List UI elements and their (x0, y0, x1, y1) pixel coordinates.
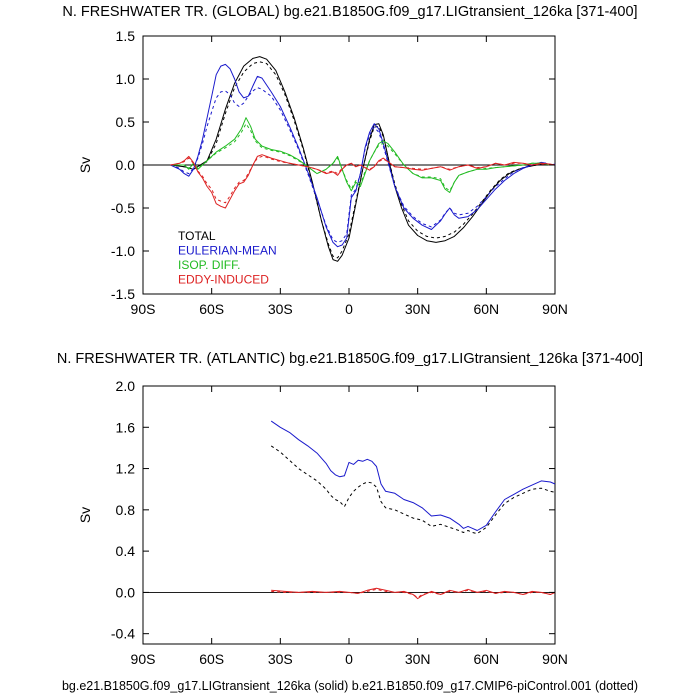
global-series-eulerian-mean-solid (170, 63, 556, 248)
atlantic-series-eulerian-mean-solid (270, 420, 556, 531)
global-y-tick-label: -1.0 (111, 243, 135, 259)
global-y-tick-label: 0.0 (116, 157, 136, 173)
atlantic-y-tick-label: 0.4 (116, 543, 136, 559)
global-chart-title: N. FRESHWATER TR. (GLOBAL) bg.e21.B1850G… (62, 4, 637, 20)
legend-entry-total: TOTAL (178, 229, 216, 243)
legend-entry-isop-diff: ISOP. DIFF. (178, 258, 240, 272)
atlantic-x-tick-label: 90N (542, 651, 568, 667)
atlantic-x-tick-label: 90S (131, 651, 156, 667)
global-y-tick-label: 1.0 (116, 71, 136, 87)
atlantic-series-eulerian-mean-dotted (270, 445, 556, 535)
atlantic-series-group (270, 420, 556, 600)
global-y-tick-label: -1.5 (111, 286, 135, 302)
global-x-tick-label: 30N (405, 301, 431, 317)
global-series-eddy-induced-solid (170, 154, 556, 209)
figure-footer-caption: bg.e21.B1850G.f09_g17.LIGtransient_126ka… (62, 679, 638, 693)
atlantic-y-axis-label: Sv (77, 507, 93, 523)
atlantic-y-tick-label: 1.6 (116, 419, 136, 435)
atlantic-y-tick-label: 2.0 (116, 378, 136, 394)
atlantic-series-eddy-induced-solid (271, 587, 556, 600)
atlantic-y-ticks: -0.4 0.0 0.4 0.8 1.2 1.6 2.0 (111, 378, 555, 642)
global-y-tick-label: -0.5 (111, 200, 135, 216)
atlantic-y-tick-label: 0.0 (116, 584, 136, 600)
global-y-tick-label: 1.5 (116, 28, 136, 44)
atlantic-y-tick-label: -0.4 (111, 626, 135, 642)
global-x-tick-label: 90N (542, 301, 568, 317)
global-x-tick-label: 90S (131, 301, 156, 317)
atlantic-x-tick-label: 30S (268, 651, 293, 667)
global-series-isop-diff-dotted (170, 123, 555, 192)
atlantic-x-tick-label: 60N (473, 651, 499, 667)
atlantic-x-tick-label: 60S (199, 651, 224, 667)
global-series-total-dotted (170, 61, 556, 259)
global-series-eulerian-mean-dotted (170, 87, 556, 243)
atlantic-x-tick-label: 30N (405, 651, 431, 667)
global-x-tick-label: 0 (345, 301, 353, 317)
atlantic-panel: N. FRESHWATER TR. (ATLANTIC) bg.e21.B185… (57, 351, 643, 667)
atlantic-chart-title: N. FRESHWATER TR. (ATLANTIC) bg.e21.B185… (57, 351, 643, 367)
atlantic-series-eddy-induced-dotted (271, 588, 556, 599)
global-y-ticks: -1.5 -1.0 -0.5 0.0 0.5 1.0 1.5 (111, 28, 555, 302)
legend-entry-eddy-induced: EDDY-INDUCED (178, 273, 269, 287)
global-series-group (170, 56, 556, 262)
atlantic-y-tick-label: 1.2 (116, 461, 136, 477)
global-panel: N. FRESHWATER TR. (GLOBAL) bg.e21.B1850G… (62, 4, 637, 317)
atlantic-x-tick-label: 0 (345, 651, 353, 667)
atlantic-x-ticks: 90S 60S 30S 0 30N 60N 90N (131, 386, 568, 667)
legend-entry-eulerian-mean: EULERIAN-MEAN (178, 244, 277, 258)
global-y-axis-label: Sv (77, 157, 93, 173)
atlantic-y-tick-label: 0.8 (116, 502, 136, 518)
global-x-tick-label: 60S (199, 301, 224, 317)
global-x-ticks: 90S 60S 30S 0 30N 60N 90N (131, 36, 568, 317)
global-series-eddy-induced-dotted (170, 155, 556, 204)
global-x-tick-label: 30S (268, 301, 293, 317)
global-y-tick-label: 0.5 (116, 114, 136, 130)
global-series-isop-diff-solid (170, 117, 555, 193)
global-x-tick-label: 60N (473, 301, 499, 317)
